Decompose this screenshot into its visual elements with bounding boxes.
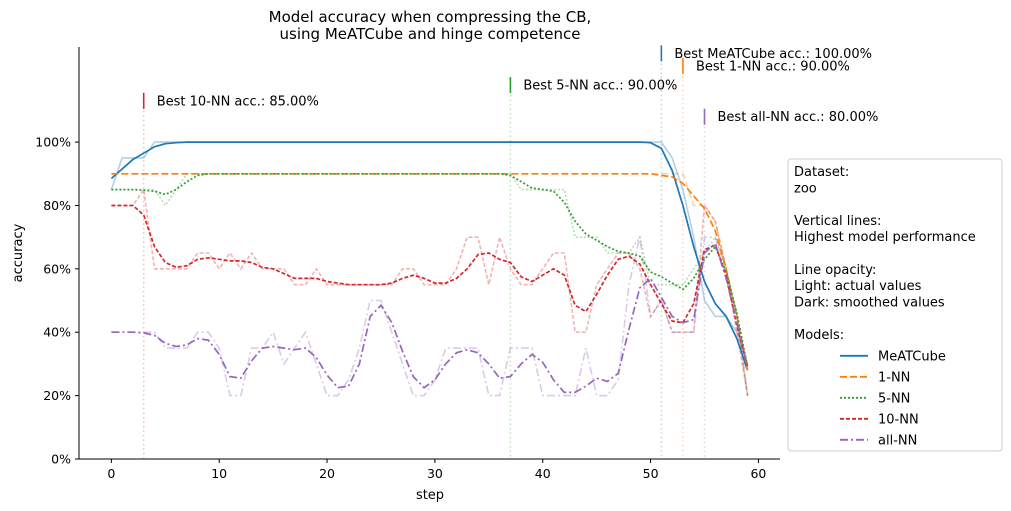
legend-label-1-nn: 1-NN [878, 370, 910, 385]
legend-text-line: Light: actual values [794, 279, 922, 294]
legend-text-line: zoo [794, 181, 817, 196]
best-label-all-nn: Best all-NN acc.: 80.00% [718, 110, 879, 125]
legend-label-all-nn: all-NN [878, 433, 917, 448]
series-smoothed-5-nn [111, 172, 749, 368]
y-tick-label: 40% [43, 325, 71, 340]
plot-area [110, 45, 749, 459]
axes: 0 10 20 30 40 50 60 0% 20% 40% 60% 80% 100% [35, 47, 780, 481]
legend-label-10-nn: 10-NN [878, 412, 919, 427]
series-smoothed-meatcube [110, 141, 749, 371]
chart-title: Model accuracy when compressing the CB, … [269, 8, 592, 43]
y-tick-label: 60% [43, 261, 71, 276]
best-label-10-nn: Best 10-NN acc.: 85.00% [157, 94, 319, 109]
best-accuracy-annotations: Best MeATCube acc.: 100.00%Best 1-NN acc… [142, 45, 879, 125]
legend-box [787, 158, 1003, 452]
x-tick-label: 40 [535, 466, 551, 481]
legend-text-line: Dark: smoothed values [794, 295, 945, 310]
x-tick-label: 20 [319, 466, 335, 481]
legend-text-line: Highest model performance [794, 230, 976, 245]
legend: Dataset: zoo Vertical lines: Highest mode… [787, 158, 1003, 452]
series-raw-5-nn [111, 173, 749, 396]
series-smoothed-10-nn [111, 204, 749, 368]
legend-text-line: Dataset: [794, 165, 849, 180]
best-label-meatcube: Best MeATCube acc.: 100.00% [674, 47, 872, 62]
x-tick-label: 30 [427, 466, 443, 481]
y-tick-label: 20% [43, 388, 71, 403]
best-label-5-nn: Best 5-NN acc.: 90.00% [523, 79, 677, 94]
series-raw-all-nn [111, 236, 749, 397]
x-tick-label: 50 [643, 466, 659, 481]
series-smoothed-1-nn [111, 172, 749, 371]
series-smoothed-all-nn [111, 241, 749, 394]
legend-text-line: Models: [794, 328, 844, 343]
series-raw-10-nn [111, 187, 749, 396]
legend-text-line: Vertical lines: [794, 214, 881, 229]
x-axis-title: step [416, 488, 444, 503]
y-tick-label: 100% [35, 135, 71, 150]
y-axis-title: accuracy [11, 223, 26, 282]
x-tick-label: 0 [107, 466, 115, 481]
chart-title-line-2: using MeATCube and hinge competence [280, 25, 581, 43]
legend-label-5-nn: 5-NN [878, 391, 910, 406]
x-tick-label: 60 [750, 466, 766, 481]
y-tick-label: 0% [51, 452, 71, 467]
legend-label-meatcube: MeATCube [878, 349, 946, 364]
legend-text-line: Line opacity: [794, 263, 876, 278]
best-label-1-nn: Best 1-NN acc.: 90.00% [696, 60, 850, 75]
y-tick-label: 80% [43, 198, 71, 213]
chart-title-line-1: Model accuracy when compressing the CB, [269, 8, 592, 26]
x-tick-label: 10 [211, 466, 227, 481]
